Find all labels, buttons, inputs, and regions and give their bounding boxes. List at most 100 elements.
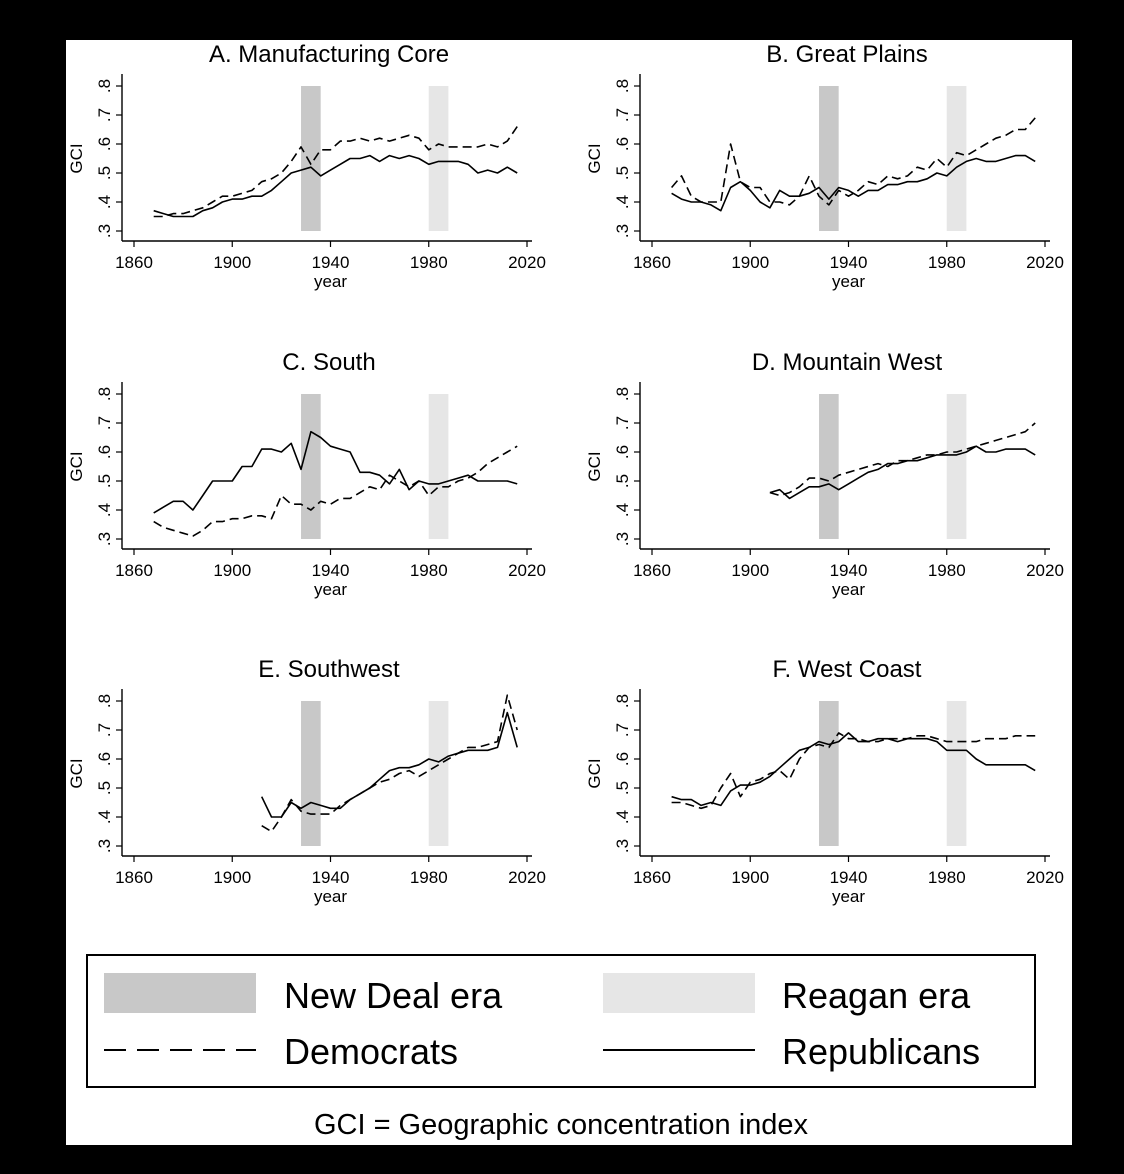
panel-title: F. West Coast bbox=[773, 656, 922, 683]
x-tick-label: 1940 bbox=[312, 561, 350, 580]
y-tick-label: .6 bbox=[613, 752, 632, 766]
x-axis-title: year bbox=[832, 580, 865, 599]
y-tick-label: .4 bbox=[95, 503, 114, 517]
y-axis-title: GCI bbox=[67, 451, 86, 481]
democrats-line bbox=[671, 732, 1036, 810]
y-tick-label: .6 bbox=[95, 137, 114, 151]
panel-e: .3 .4 .5 .6 .7 .8 1860 1900 1940 1980 2020 GCI year E… bbox=[67, 656, 546, 906]
y-tick-label: .4 bbox=[95, 195, 114, 209]
y-tick-label: .3 bbox=[95, 839, 114, 853]
democrats-line bbox=[261, 694, 518, 833]
x-tick-label: 2020 bbox=[1026, 253, 1064, 272]
new-deal-band bbox=[819, 701, 839, 846]
legend-reagan-label: Reagan era bbox=[782, 975, 971, 1016]
x-tick-label: 1980 bbox=[928, 253, 966, 272]
panel-title: D. Mountain West bbox=[752, 349, 943, 376]
panel-title: E. Southwest bbox=[258, 656, 400, 683]
y-tick-label: .6 bbox=[95, 752, 114, 766]
y-tick-label: .8 bbox=[95, 387, 114, 401]
y-tick-label: .5 bbox=[613, 474, 632, 488]
reagan-band bbox=[946, 701, 967, 846]
y-tick-label: .7 bbox=[95, 723, 114, 737]
x-tick-label: 1900 bbox=[213, 561, 251, 580]
y-tick-label: .4 bbox=[95, 810, 114, 824]
x-tick-label: 1860 bbox=[633, 868, 671, 887]
x-tick-label: 1900 bbox=[213, 253, 251, 272]
y-tick-label: .5 bbox=[95, 781, 114, 795]
y-axis-title: GCI bbox=[585, 758, 604, 788]
x-tick-label: 1940 bbox=[830, 253, 868, 272]
y-tick-label: .7 bbox=[613, 108, 632, 122]
new-deal-band bbox=[819, 86, 839, 231]
x-tick-label: 1980 bbox=[928, 561, 966, 580]
x-axis-title: year bbox=[314, 580, 347, 599]
x-tick-label: 2020 bbox=[1026, 868, 1064, 887]
y-tick-label: .3 bbox=[95, 224, 114, 238]
x-tick-label: 2020 bbox=[508, 868, 546, 887]
y-tick-label: .3 bbox=[613, 839, 632, 853]
panel-d: .3 .4 .5 .6 .7 .8 1860 1900 1940 1980 2020 GCI year D… bbox=[585, 349, 1064, 599]
x-tick-label: 1860 bbox=[115, 561, 153, 580]
y-axis-title: GCI bbox=[585, 451, 604, 481]
legend-new-deal-label: New Deal era bbox=[284, 975, 503, 1016]
republicans-line bbox=[671, 732, 1036, 807]
republicans-line bbox=[260, 711, 518, 818]
y-tick-label: .5 bbox=[95, 474, 114, 488]
x-tick-label: 1900 bbox=[731, 253, 769, 272]
legend-frame bbox=[86, 954, 1036, 1088]
reagan-band bbox=[946, 394, 967, 539]
y-tick-label: .8 bbox=[613, 694, 632, 708]
democrats-line bbox=[153, 445, 518, 537]
x-tick-label: 1900 bbox=[731, 868, 769, 887]
reagan-band bbox=[428, 86, 449, 231]
x-axis-title: year bbox=[832, 272, 865, 291]
y-tick-label: .6 bbox=[95, 445, 114, 459]
y-tick-label: .4 bbox=[613, 503, 632, 517]
new-deal-band bbox=[301, 394, 321, 539]
y-tick-label: .8 bbox=[613, 79, 632, 93]
y-tick-label: .3 bbox=[613, 532, 632, 546]
new-deal-band bbox=[301, 86, 321, 231]
x-tick-label: 1860 bbox=[115, 868, 153, 887]
y-tick-label: .6 bbox=[613, 137, 632, 151]
republicans-line bbox=[769, 445, 1036, 500]
x-tick-label: 2020 bbox=[508, 561, 546, 580]
y-tick-label: .8 bbox=[613, 387, 632, 401]
y-tick-label: .7 bbox=[95, 416, 114, 430]
y-axis-title: GCI bbox=[67, 143, 86, 173]
x-tick-label: 1940 bbox=[312, 253, 350, 272]
y-tick-label: .5 bbox=[613, 781, 632, 795]
y-axis-title: GCI bbox=[585, 143, 604, 173]
legend-box: New Deal era Reagan era Democrats Republ… bbox=[86, 954, 1036, 1088]
new-deal-band bbox=[819, 394, 839, 539]
republicans-line bbox=[153, 430, 518, 514]
y-tick-label: .3 bbox=[613, 224, 632, 238]
x-tick-label: 1860 bbox=[633, 253, 671, 272]
footnote: GCI = Geographic concentration index bbox=[314, 1109, 809, 1141]
y-tick-label: .8 bbox=[95, 79, 114, 93]
x-tick-label: 2020 bbox=[1026, 561, 1064, 580]
democrats-line bbox=[153, 126, 518, 218]
democrats-line bbox=[769, 422, 1036, 497]
x-tick-label: 1980 bbox=[410, 253, 448, 272]
legend-democrats-label: Democrats bbox=[284, 1031, 458, 1072]
y-tick-label: .8 bbox=[95, 694, 114, 708]
republicans-line bbox=[153, 154, 518, 218]
y-tick-label: .6 bbox=[613, 445, 632, 459]
y-tick-label: .3 bbox=[95, 532, 114, 546]
x-axis-title: year bbox=[314, 887, 347, 906]
legend-new-deal-swatch bbox=[104, 973, 256, 1013]
legend-republicans-label: Republicans bbox=[782, 1031, 980, 1072]
reagan-band bbox=[428, 701, 449, 846]
panel-title: C. South bbox=[282, 349, 375, 376]
y-tick-label: .7 bbox=[613, 416, 632, 430]
x-tick-label: 2020 bbox=[508, 253, 546, 272]
x-tick-label: 1940 bbox=[830, 868, 868, 887]
panel-title: A. Manufacturing Core bbox=[209, 41, 449, 68]
y-tick-label: .5 bbox=[95, 166, 114, 180]
y-tick-label: .4 bbox=[613, 195, 632, 209]
x-tick-label: 1900 bbox=[731, 561, 769, 580]
panel-title: B. Great Plains bbox=[766, 41, 927, 68]
x-axis-title: year bbox=[314, 272, 347, 291]
